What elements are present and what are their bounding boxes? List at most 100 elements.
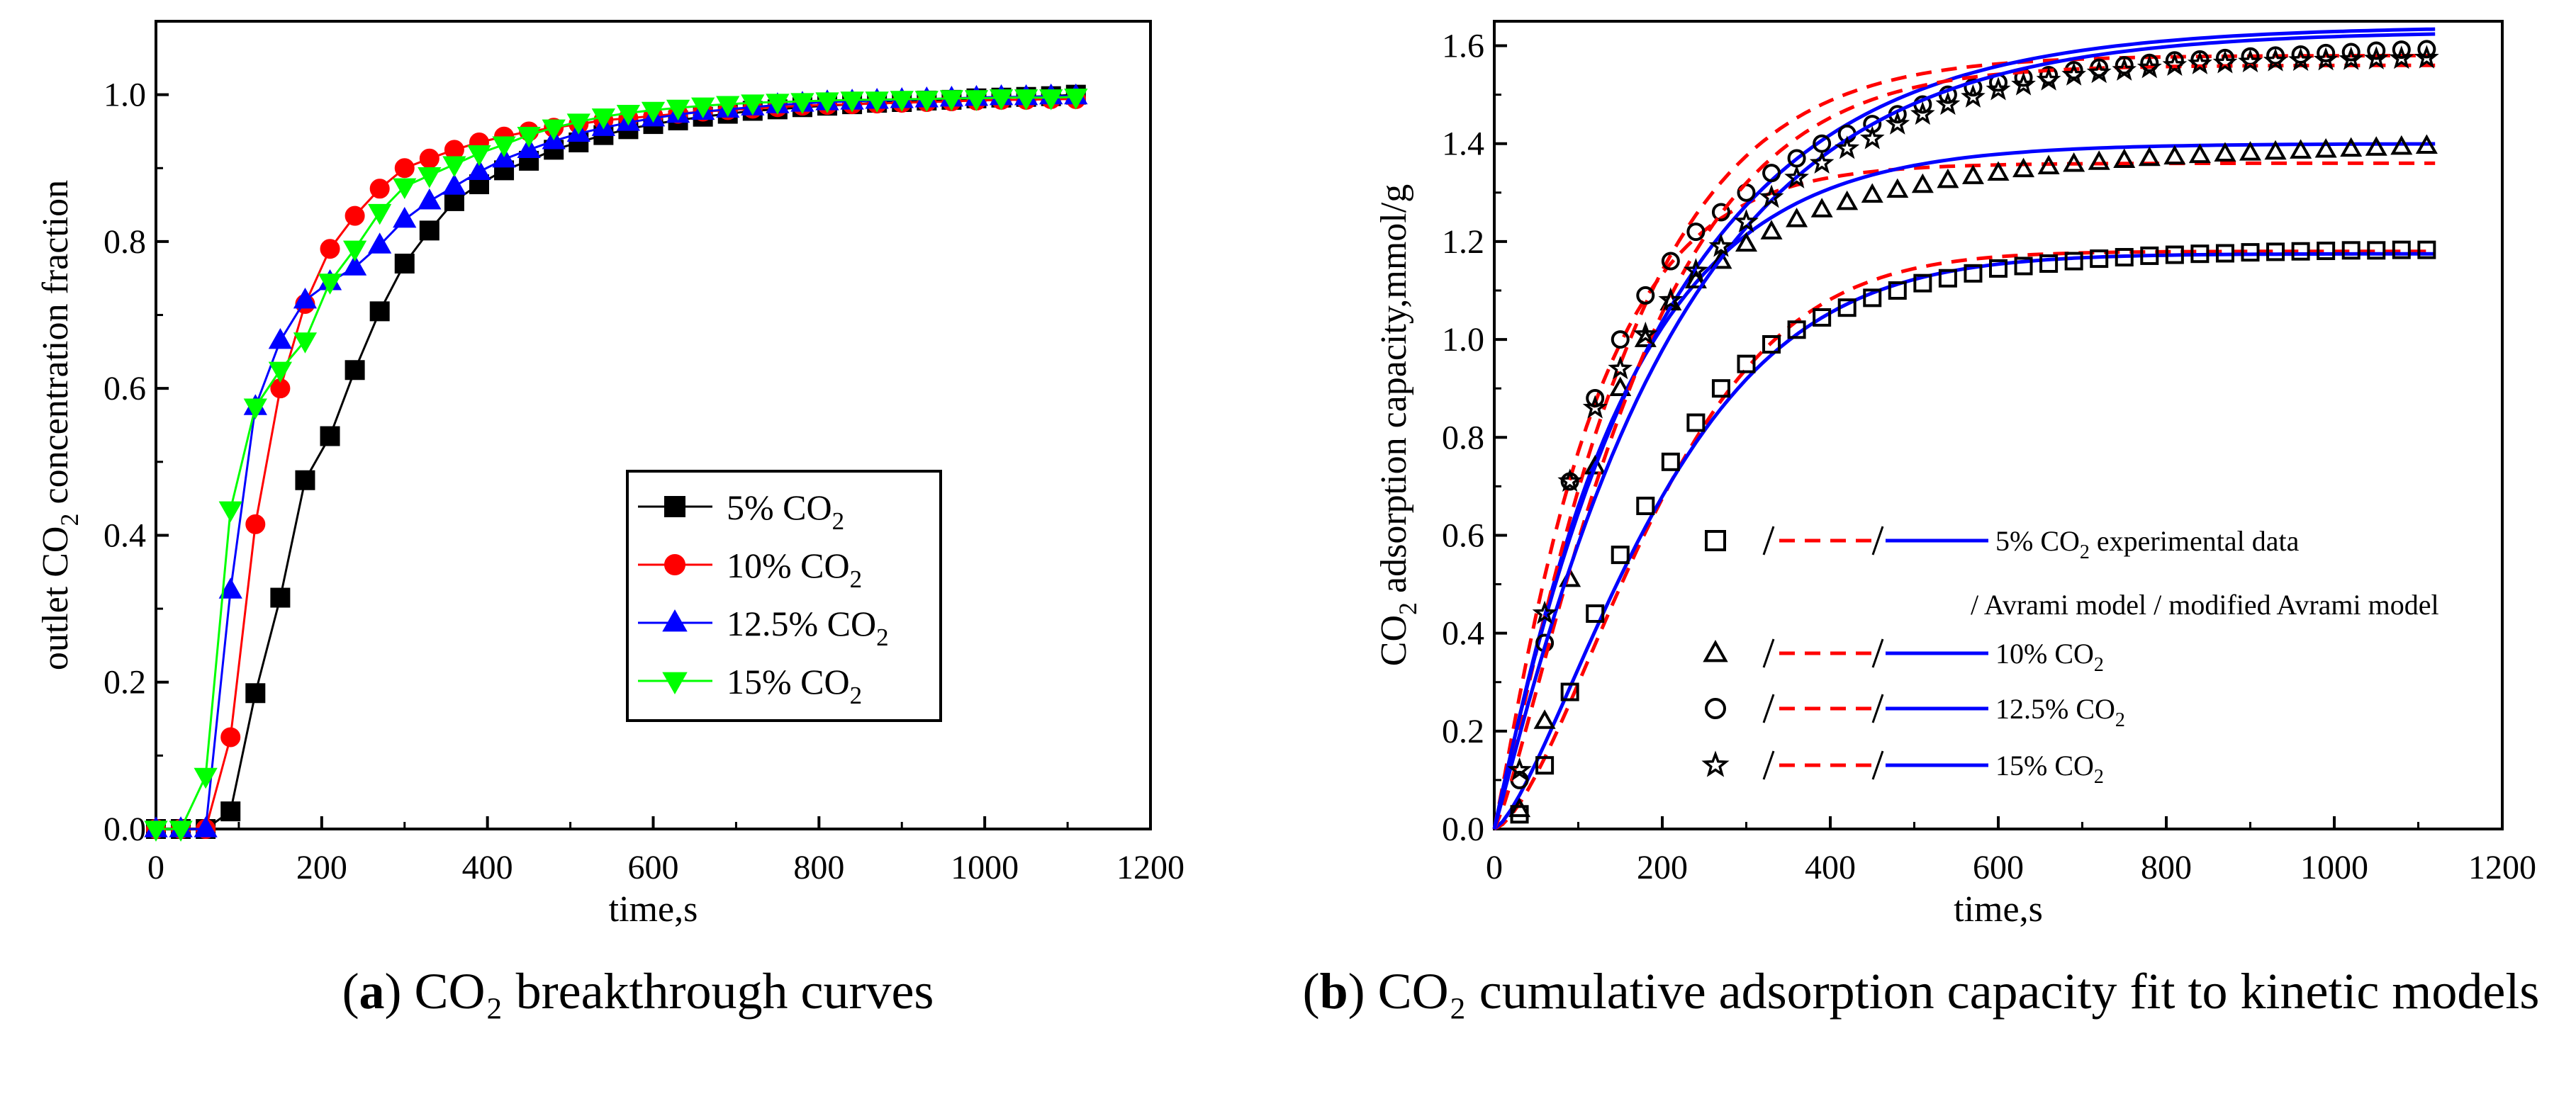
chart-a-point xyxy=(293,332,318,354)
chart-b-point xyxy=(1935,91,1961,115)
chart-a-point xyxy=(144,820,168,842)
chart-b-point xyxy=(2086,60,2112,84)
chart-b-point xyxy=(1989,259,2007,278)
chart-b-point xyxy=(2313,47,2339,71)
chart-b-point xyxy=(1888,281,1907,300)
chart-b-point xyxy=(1762,335,1781,354)
chart-b-point xyxy=(2138,146,2161,167)
chart-b-point xyxy=(2392,240,2411,259)
chart-b-point xyxy=(1508,797,1531,818)
chart-a-point xyxy=(268,327,292,349)
chart-b-point xyxy=(2036,67,2061,91)
chart-a-series-0 xyxy=(146,84,1086,839)
chart-b-legend-slash xyxy=(1762,638,1775,668)
chart-a-xtick-label: 800 xyxy=(793,849,844,886)
chart-b-point xyxy=(2241,243,2260,262)
chart-b-point xyxy=(1735,232,1758,252)
caption-a: (a) CO₂ breakthrough curves xyxy=(342,963,934,1020)
chart-a-legend-marker xyxy=(662,672,688,695)
chart-a-axes: 0 200 400 600 800 1000 1200 0.0 0.2 0.4 0.6 0.8 1.0 t… xyxy=(35,20,1185,930)
chart-a-legend-label: 10% CO2​ xyxy=(727,546,862,593)
chart-b-point xyxy=(1608,356,1633,380)
chart-b-point xyxy=(1964,264,1983,283)
chart-b-point xyxy=(1586,604,1605,623)
chart-a-point xyxy=(218,501,242,523)
chart-b-point xyxy=(1964,78,1983,97)
chart-b-point xyxy=(2063,152,2085,172)
chart-b-legend-label: / Avrami model / modified Avrami model xyxy=(1971,589,2439,621)
chart-b-point xyxy=(2367,41,2386,60)
chart-a-xtick-label: 1000 xyxy=(951,849,1019,886)
chart-a-point xyxy=(865,91,889,113)
chart-a-point xyxy=(245,514,266,534)
chart-b-legend-label: 10% CO2​ xyxy=(1995,638,2104,676)
chart-a-point xyxy=(492,146,516,168)
chart-b-point xyxy=(2314,137,2337,158)
chart-b-point xyxy=(1708,233,1734,257)
chart-b-point xyxy=(2037,154,2060,174)
chart-a-point xyxy=(1064,89,1088,110)
chart-b-legend-slash xyxy=(1762,694,1775,723)
chart-a-point xyxy=(964,90,989,111)
chart-a-point xyxy=(394,158,415,179)
chart-b-ytick-label: 1.0 xyxy=(1442,321,1484,359)
chart-b-ytick-label: 0.6 xyxy=(1442,517,1484,554)
chart-b-point xyxy=(2264,140,2287,160)
chart-b-point xyxy=(2415,134,2438,154)
chart-b-point xyxy=(2165,245,2184,264)
chart-a-point xyxy=(766,94,790,115)
chart-a-point xyxy=(467,145,491,167)
chart-b-legend-marker xyxy=(1705,530,1726,551)
chart-b-point xyxy=(1784,164,1810,188)
chart-b-point xyxy=(1885,111,1910,135)
chart-b-legend-slash xyxy=(1762,750,1775,780)
chart-b-series-3 xyxy=(1492,32,2439,830)
chart-b-point xyxy=(1582,395,1608,419)
chart-b-point xyxy=(2266,46,2285,65)
chart-b-point xyxy=(1861,183,1883,203)
chart-b-point xyxy=(2112,57,2137,81)
chart-b-point xyxy=(1886,178,1909,198)
chart-b-point xyxy=(1611,330,1630,349)
chart-b-legend-slash xyxy=(1871,694,1884,723)
chart-b-xlabel: time,s xyxy=(1954,889,2043,930)
chart-b-point xyxy=(1759,184,1784,208)
chart-b-point xyxy=(2113,148,2136,169)
chart-b-point xyxy=(2288,47,2314,72)
chart-b-avrami-curve xyxy=(1492,54,2436,830)
chart-b-point xyxy=(2339,46,2364,70)
chart-b-point xyxy=(1913,273,1932,293)
chart-b-point xyxy=(1557,468,1582,492)
chart-a-legend-marker xyxy=(664,496,685,517)
chart-a-point xyxy=(218,577,242,599)
chart-b-point xyxy=(1787,320,1806,339)
chart-b-point xyxy=(2417,240,2436,259)
chart-b-point xyxy=(1533,709,1556,729)
chart-a-point xyxy=(939,90,964,111)
chart-b-point xyxy=(1658,287,1684,311)
chart-a-legend-marker xyxy=(664,554,685,575)
chart-b-point xyxy=(1711,379,1730,398)
chart-b-point xyxy=(2389,45,2414,69)
chart-b-point xyxy=(2088,150,2110,170)
chart-b-point xyxy=(2011,72,2036,96)
chart-a-legend-label: 5% CO2​ xyxy=(727,487,844,535)
chart-b-point xyxy=(2090,249,2109,269)
chart-b-point xyxy=(2064,252,2083,271)
chart-b-modified-avrami-curve xyxy=(1492,32,2436,830)
chart-b-point xyxy=(2341,241,2361,260)
chart-b-point xyxy=(2239,141,2262,161)
chart-b-legend-label: 15% CO2​ xyxy=(1995,750,2104,788)
chart-b-xtick-label: 600 xyxy=(1973,849,2024,886)
chart-a-point xyxy=(418,188,442,210)
chart-a-point xyxy=(741,94,765,115)
chart-b-point xyxy=(2187,50,2212,74)
chart-b-ytick-label: 0.0 xyxy=(1442,811,1484,848)
chart-b-point xyxy=(1633,321,1658,346)
chart-b-point xyxy=(1937,168,1959,188)
chart-b-point xyxy=(2390,135,2413,155)
chart-b-point xyxy=(1683,258,1708,282)
chart-a-point xyxy=(220,801,241,822)
chart-a-point xyxy=(790,93,814,114)
